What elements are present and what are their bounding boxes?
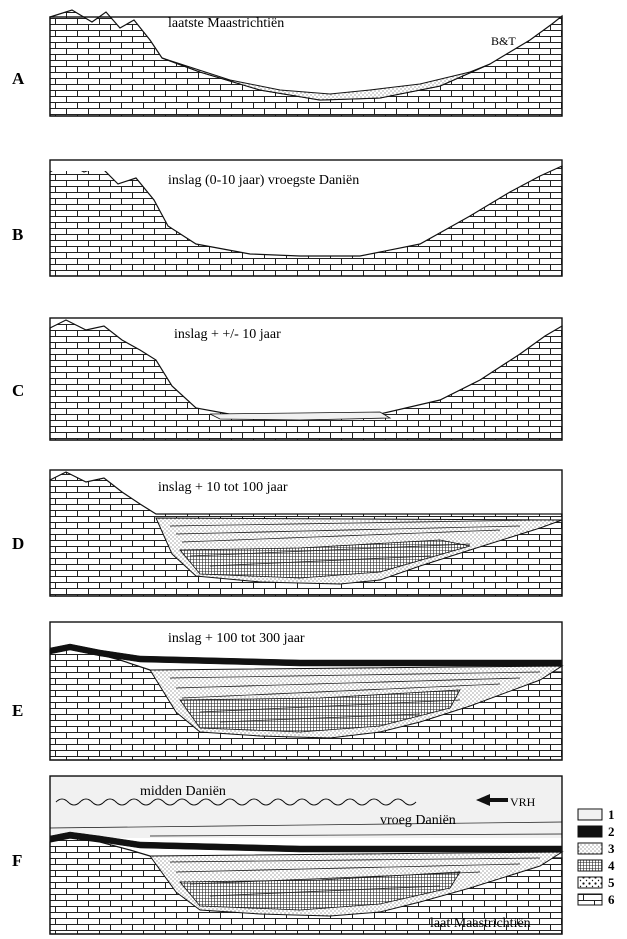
legend-swatch-2	[577, 825, 603, 838]
panel-letter-e: E	[12, 701, 23, 720]
upper-sand-f	[50, 776, 562, 838]
crossbeds-f	[169, 857, 541, 897]
legend-swatch-3	[577, 842, 603, 855]
caption-c: inslag + +/- 10 jaar	[174, 327, 281, 342]
panel-a: laatste Maastrichtiën B&T	[49, 9, 563, 117]
label-bt: B&T	[491, 34, 516, 48]
caption-f-laat: laat Maastrichtiën	[430, 916, 531, 931]
sand-lens-a	[161, 57, 491, 101]
panel-letter-d: D	[12, 534, 24, 553]
panel-f: midden Daniën vroeg Daniën laat Maastric…	[49, 775, 564, 935]
caption-f-midden: midden Daniën	[140, 784, 226, 799]
caption-d: inslag + 10 tot 100 jaar	[158, 480, 288, 495]
caption-e: inslag + 100 tot 300 jaar	[168, 631, 305, 646]
wavy-boundary-f	[55, 798, 417, 806]
legend-swatch-5	[577, 876, 603, 889]
panel-d: inslag + 10 tot 100 jaar	[49, 469, 563, 597]
panel-letter-a: A	[12, 69, 25, 88]
panel-letter-c: C	[12, 381, 24, 400]
legend-label-4: 4	[608, 858, 615, 873]
panel-b: inslag (0-10 jaar) vroegste Daniën	[49, 159, 563, 277]
limestone-a	[49, 9, 563, 117]
legend: 1 2 3 4 5 6	[577, 807, 615, 907]
arrow-vrh	[476, 794, 508, 806]
legend-label-2: 2	[608, 824, 615, 839]
legend-label-6: 6	[608, 892, 615, 907]
panel-e: inslag + 100 tot 300 jaar	[49, 621, 564, 761]
caption-a: laatste Maastrichtiën	[168, 16, 284, 31]
crossbeds-d	[169, 519, 541, 567]
legend-label-3: 3	[608, 841, 615, 856]
legend-label-1: 1	[608, 807, 615, 822]
crossbeds-e	[169, 671, 541, 723]
panel-c: inslag + +/- 10 jaar	[49, 317, 563, 441]
caption-b: inslag (0-10 jaar) vroegste Daniën	[168, 173, 359, 188]
limestone-c	[49, 319, 563, 441]
panel-letter-b: B	[12, 225, 23, 244]
panel-letter-f: F	[12, 851, 22, 870]
upper-beds-f	[49, 821, 563, 837]
label-vrh: VRH	[510, 795, 536, 809]
sand-floor-c	[209, 411, 392, 421]
graded-layer-d	[179, 539, 471, 579]
caption-f-vroeg: vroeg Daniën	[380, 813, 456, 828]
legend-swatch-4	[577, 859, 603, 872]
legend-swatch-6	[577, 893, 603, 906]
legend-swatch-1	[577, 808, 603, 821]
graded-layer-e	[179, 689, 461, 733]
legend-label-5: 5	[608, 875, 615, 890]
